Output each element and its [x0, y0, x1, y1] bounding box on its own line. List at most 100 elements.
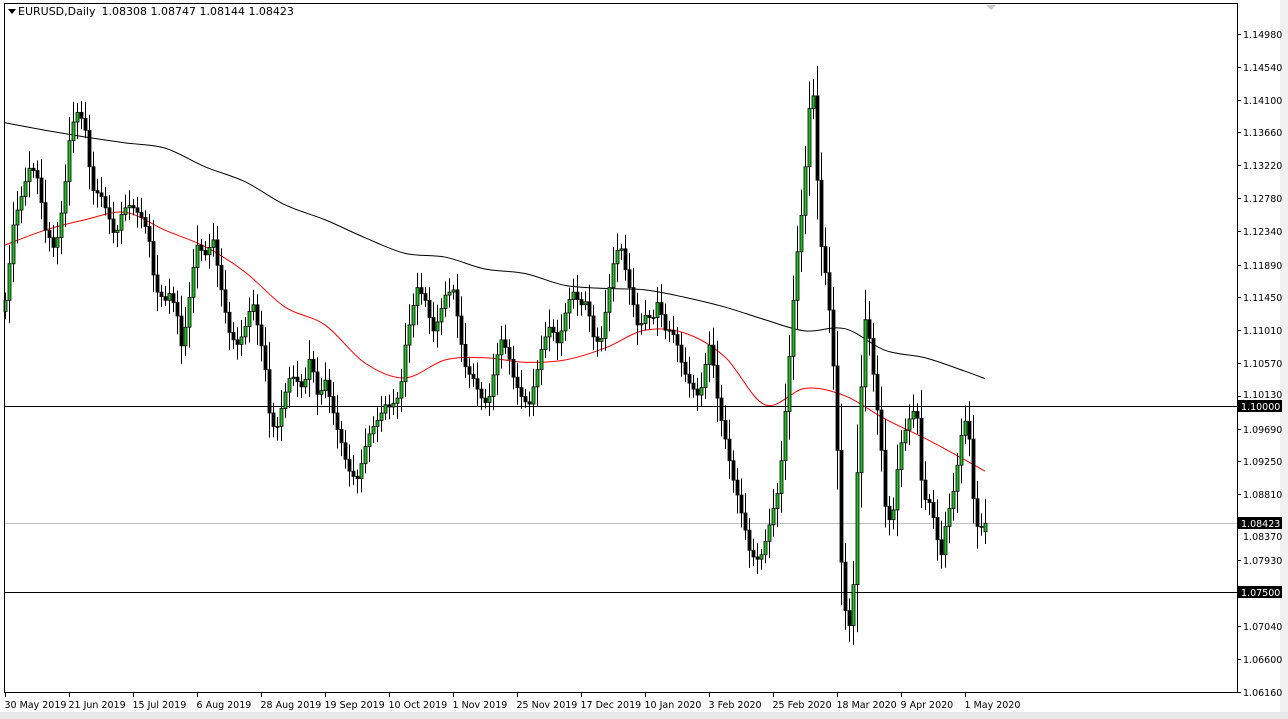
- candle: [807, 81, 812, 196]
- bearish-candle-body: [967, 420, 972, 440]
- candle: [31, 163, 36, 179]
- candle: [231, 322, 236, 349]
- bearish-candle-body: [975, 498, 980, 527]
- candle: [431, 302, 436, 342]
- candle: [339, 420, 344, 457]
- bearish-candle-body: [431, 317, 436, 332]
- bullish-candle-body: [195, 244, 200, 268]
- time-tick-label: 1 Nov 2019: [453, 700, 508, 711]
- candle: [695, 377, 700, 411]
- candle: [727, 419, 732, 479]
- bullish-candle-body: [603, 311, 608, 339]
- candle: [307, 340, 312, 398]
- candle: [495, 342, 500, 396]
- bullish-candle-body: [407, 324, 412, 346]
- candle: [267, 342, 272, 438]
- time-tick-label: 28 Aug 2019: [261, 700, 322, 711]
- bearish-candle-body: [839, 449, 844, 563]
- bearish-candle-body: [939, 539, 944, 556]
- price-tick-label: 1.13220: [1243, 161, 1282, 172]
- bullish-candle-body: [435, 321, 440, 332]
- price-tick-label: 1.11890: [1243, 261, 1282, 272]
- candle: [527, 391, 532, 417]
- bullish-candle-body: [391, 402, 396, 408]
- bearish-candle-body: [675, 334, 680, 346]
- level-price-label: 1.10000: [1241, 402, 1280, 413]
- candle: [439, 298, 444, 336]
- bearish-candle-body: [255, 304, 260, 326]
- candle: [283, 382, 288, 418]
- candle: [607, 274, 612, 332]
- bullish-candle-body: [791, 299, 796, 357]
- ohlc-values: 1.08308 1.08747 1.08144 1.08423: [101, 5, 294, 18]
- bullish-candle-body: [779, 460, 784, 494]
- bearish-candle-body: [731, 460, 736, 481]
- bearish-candle-body: [259, 324, 264, 347]
- bullish-candle-body: [807, 108, 812, 168]
- bullish-candle-body: [75, 111, 80, 123]
- bearish-candle-body: [347, 458, 352, 472]
- candle: [715, 340, 720, 422]
- bullish-candle-body: [287, 378, 292, 393]
- bearish-candle-body: [39, 177, 44, 204]
- candle: [759, 548, 764, 570]
- bullish-candle-body: [607, 287, 612, 313]
- bullish-candle-body: [55, 237, 60, 248]
- bearish-candle-body: [883, 449, 888, 507]
- price-tick-label: 1.14100: [1243, 96, 1282, 107]
- bullish-candle-body: [191, 267, 196, 298]
- bid-price-label-background: [1238, 517, 1282, 529]
- bid-price-label: 1.08423: [1241, 519, 1280, 530]
- bullish-candle-body: [583, 301, 588, 306]
- candle: [399, 368, 404, 413]
- chart-menu-triangle-icon[interactable]: [8, 9, 16, 14]
- bearish-candle-body: [103, 196, 108, 209]
- candle: [275, 416, 280, 441]
- bullish-candle-body: [543, 336, 548, 350]
- candle: [139, 197, 144, 229]
- chart-header: EURUSD,Daily 1.08308 1.08747 1.08144 1.08…: [8, 5, 294, 18]
- chart-shift-marker-icon[interactable]: [986, 5, 996, 10]
- candle: [331, 382, 336, 425]
- candle: [295, 361, 300, 398]
- candle: [35, 160, 40, 195]
- candle: [963, 405, 968, 445]
- candle: [551, 319, 556, 341]
- bullish-candle-body: [247, 311, 252, 327]
- level-price-label-background: [1238, 400, 1282, 412]
- candle: [879, 386, 884, 472]
- bullish-candle-body: [323, 379, 328, 392]
- candle: [319, 378, 324, 405]
- candle: [923, 461, 928, 510]
- bullish-candle-body: [803, 166, 808, 216]
- candle: [851, 560, 856, 645]
- candle: [43, 179, 48, 243]
- bearish-candle-body: [551, 326, 556, 333]
- bearish-candle-body: [819, 179, 824, 248]
- bearish-candle-body: [595, 336, 600, 342]
- bearish-candle-body: [515, 376, 520, 389]
- price-tick-label: 1.10570: [1243, 359, 1282, 370]
- candle: [471, 363, 476, 387]
- candle: [263, 327, 268, 382]
- candle: [931, 490, 936, 529]
- bearish-candle-body: [827, 272, 832, 311]
- candle: [95, 178, 100, 208]
- bullish-candle-body: [943, 525, 948, 556]
- bullish-candle-body: [983, 522, 988, 533]
- bearish-candle-body: [455, 289, 460, 317]
- candle: [511, 346, 516, 390]
- bearish-candle-body: [743, 512, 748, 531]
- bullish-candle-body: [571, 291, 576, 300]
- bearish-candle-body: [171, 293, 176, 303]
- bullish-candle-body: [23, 181, 28, 198]
- bearish-candle-body: [135, 207, 140, 213]
- candle: [943, 511, 948, 568]
- bullish-candle-body: [115, 229, 120, 233]
- bearish-candle-body: [143, 217, 148, 227]
- bearish-candle-body: [223, 289, 228, 313]
- bullish-candle-body: [643, 314, 648, 324]
- bearish-candle-body: [231, 332, 236, 341]
- candle: [795, 225, 800, 329]
